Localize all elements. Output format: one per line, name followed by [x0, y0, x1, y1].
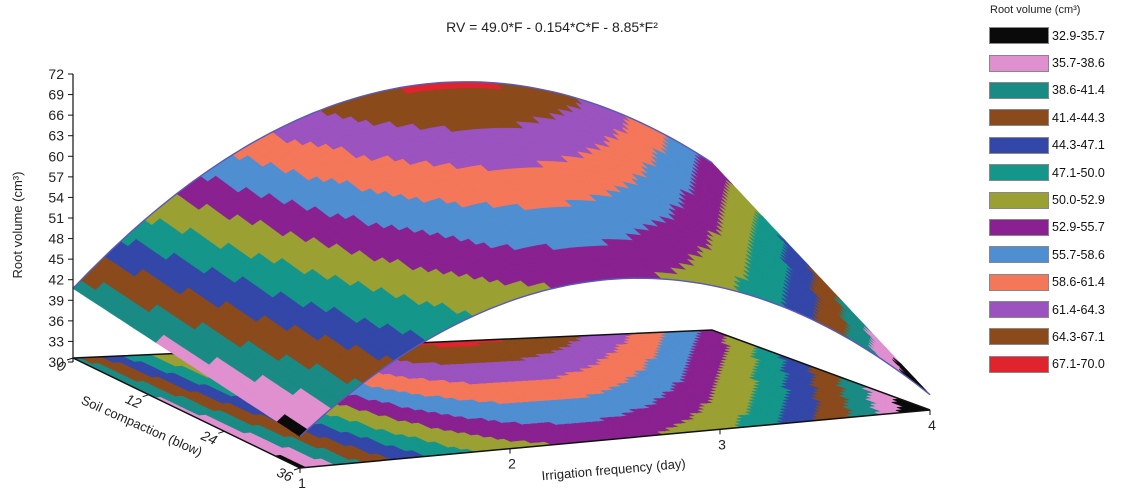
floor-projection	[72, 329, 931, 469]
surface-plot	[72, 81, 931, 437]
